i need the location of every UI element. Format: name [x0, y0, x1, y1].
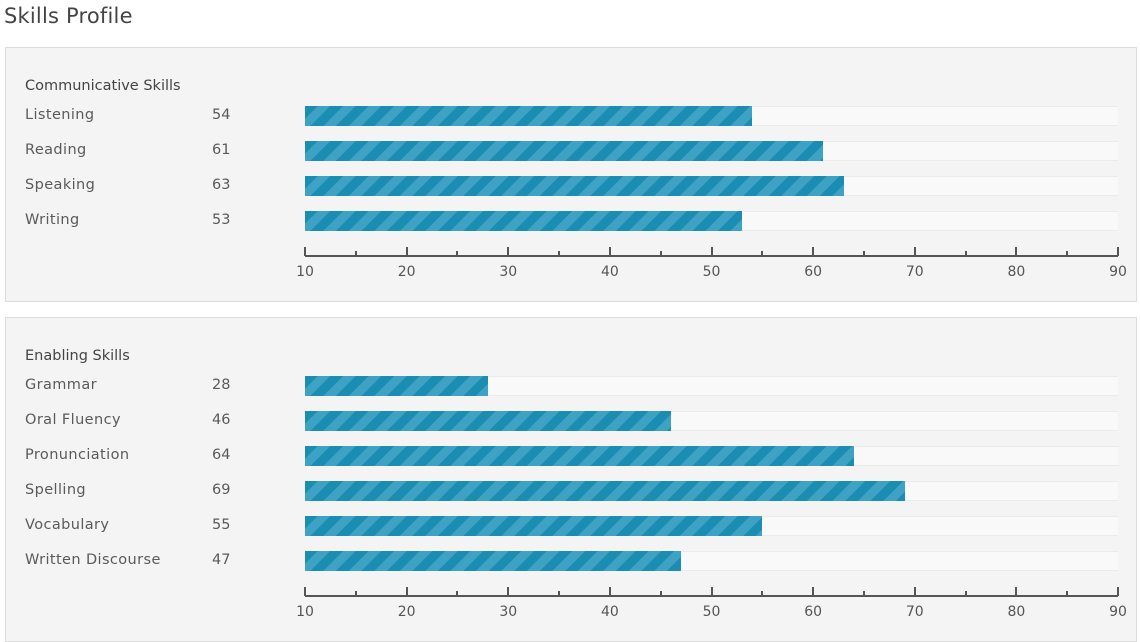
tick-label: 70: [905, 264, 924, 280]
skill-label: Writing: [25, 212, 80, 228]
major-tick: [812, 247, 815, 256]
skill-score: 53: [212, 212, 231, 228]
skill-score: 61: [212, 142, 231, 158]
bar: [305, 516, 763, 536]
minor-tick: [659, 251, 662, 256]
major-tick: [1117, 247, 1119, 256]
minor-tick: [862, 591, 865, 596]
minor-tick: [354, 591, 357, 596]
tick-label: 10: [296, 604, 314, 620]
bar-track: [305, 481, 1118, 501]
bar-track: [305, 516, 1118, 536]
tick-label: 20: [397, 264, 416, 280]
minor-tick: [964, 591, 967, 596]
tick-label: 50: [702, 264, 721, 280]
skill-label: Written Discourse: [25, 552, 161, 568]
major-tick: [405, 587, 408, 596]
x-axis: [305, 595, 1118, 597]
skill-score: 54: [212, 107, 231, 123]
tick-label: 30: [499, 604, 518, 620]
tick-label: 70: [905, 604, 924, 620]
tick-label: 10: [296, 264, 314, 280]
bar-track: [305, 411, 1118, 431]
skill-label: Speaking: [25, 177, 96, 193]
tick-label: 20: [397, 604, 416, 620]
bar: [305, 106, 753, 126]
bar: [305, 176, 844, 196]
major-tick: [507, 587, 510, 596]
skill-label: Pronunciation: [25, 447, 130, 463]
minor-tick: [659, 591, 662, 596]
minor-tick: [1066, 591, 1069, 596]
bar-track: [305, 141, 1118, 161]
skill-score: 47: [212, 552, 231, 568]
major-tick: [913, 247, 916, 256]
bar-track: [305, 551, 1118, 571]
major-tick: [507, 247, 510, 256]
tick-label: 60: [804, 604, 823, 620]
skill-label: Oral Fluency: [25, 412, 121, 428]
skill-label: Grammar: [25, 377, 97, 393]
minor-tick: [456, 591, 459, 596]
bar: [305, 141, 824, 161]
tick-label: 80: [1007, 264, 1026, 280]
bar-track: [305, 376, 1118, 396]
tick-label: 90: [1109, 264, 1127, 280]
bar: [305, 551, 681, 571]
major-tick: [304, 587, 306, 596]
major-tick: [1015, 587, 1018, 596]
tick-label: 80: [1007, 604, 1026, 620]
tick-label: 90: [1109, 604, 1127, 620]
skills-panel: Enabling Skills Grammar 28 Oral Fluency 46 Pr…: [5, 317, 1137, 642]
major-tick: [710, 587, 713, 596]
major-tick: [1015, 247, 1018, 256]
skill-label: Listening: [25, 107, 95, 123]
minor-tick: [862, 251, 865, 256]
major-tick: [710, 247, 713, 256]
tick-label: 60: [804, 264, 823, 280]
major-tick: [304, 247, 306, 256]
skill-score: 28: [212, 377, 231, 393]
bar: [305, 411, 671, 431]
skills-panel: Communicative Skills Listening 54 Reading 61…: [5, 47, 1137, 302]
major-tick: [608, 247, 611, 256]
major-tick: [1117, 587, 1119, 596]
major-tick: [812, 587, 815, 596]
skill-label: Reading: [25, 142, 87, 158]
skill-label: Vocabulary: [25, 517, 110, 533]
major-tick: [913, 587, 916, 596]
minor-tick: [558, 591, 561, 596]
major-tick: [405, 247, 408, 256]
tick-label: 40: [600, 604, 619, 620]
skill-score: 46: [212, 412, 231, 428]
skill-score: 64: [212, 447, 231, 463]
bar-track: [305, 176, 1118, 196]
minor-tick: [761, 591, 764, 596]
bar: [305, 446, 854, 466]
minor-tick: [761, 251, 764, 256]
minor-tick: [964, 251, 967, 256]
minor-tick: [354, 251, 357, 256]
tick-label: 40: [600, 264, 619, 280]
panel-title: Enabling Skills: [25, 348, 130, 364]
bar: [305, 211, 742, 231]
minor-tick: [558, 251, 561, 256]
bar: [305, 481, 905, 501]
skill-label: Spelling: [25, 482, 87, 498]
major-tick: [608, 587, 611, 596]
skill-score: 55: [212, 517, 231, 533]
panel-title: Communicative Skills: [25, 78, 181, 94]
bar-track: [305, 106, 1118, 126]
minor-tick: [1066, 251, 1069, 256]
bar-track: [305, 211, 1118, 231]
skill-score: 69: [212, 482, 231, 498]
x-axis: [305, 255, 1118, 257]
tick-label: 30: [499, 264, 518, 280]
minor-tick: [456, 251, 459, 256]
page-title: Skills Profile: [4, 4, 133, 28]
tick-label: 50: [702, 604, 721, 620]
bar: [305, 376, 488, 396]
bar-track: [305, 446, 1118, 466]
skill-score: 63: [212, 177, 231, 193]
